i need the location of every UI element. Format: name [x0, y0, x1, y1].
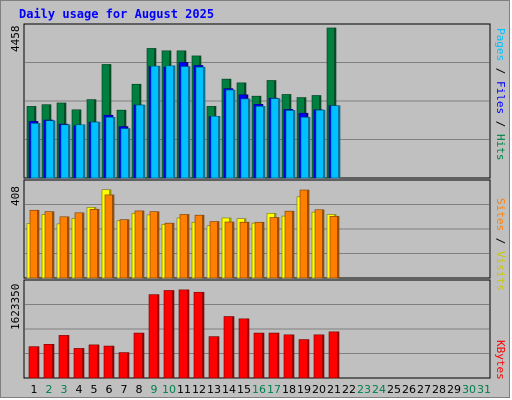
x-tick-label-day-28: 28 — [432, 383, 446, 396]
x-tick-label-day-26: 26 — [402, 383, 416, 396]
bar-pages-day-1-side — [38, 123, 40, 178]
x-tick-label-day-10: 10 — [162, 383, 176, 396]
bar-kbytes-day-5-side — [97, 344, 99, 378]
x-tick-label-day-2: 2 — [46, 383, 53, 396]
x-tick-label-day-30: 30 — [462, 383, 476, 396]
bar-pages-day-20-side — [323, 110, 325, 178]
bar-sites-day-10-side — [172, 223, 174, 278]
bar-kbytes-day-15-side — [247, 318, 249, 378]
bar-sites-day-1-side — [37, 210, 39, 278]
bar-kbytes-day-7-side — [127, 352, 129, 378]
x-tick-label-day-21: 21 — [327, 383, 341, 396]
bar-kbytes-day-12-side — [202, 292, 204, 378]
x-tick-label-day-25: 25 — [387, 383, 401, 396]
bar-pages-day-18-side — [293, 110, 295, 178]
bar-pages-day-16-side — [263, 106, 265, 178]
x-tick-label-day-22: 22 — [342, 383, 356, 396]
bar-kbytes-day-1-side — [37, 346, 39, 378]
bar-kbytes-day-20-side — [322, 334, 324, 378]
x-tick-label-day-7: 7 — [121, 383, 128, 396]
bar-sites-day-6-side — [112, 194, 114, 278]
bar-kbytes-day-17-side — [277, 333, 279, 378]
x-tick-label-day-1: 1 — [31, 383, 38, 396]
bar-kbytes-day-21-side — [337, 331, 339, 378]
x-tick-label-day-24: 24 — [372, 383, 386, 396]
bar-sites-day-21-side — [337, 216, 339, 278]
bar-sites-day-3-side — [67, 216, 69, 278]
bar-pages-day-10-side — [173, 65, 175, 178]
bar-pages-day-13-side — [218, 116, 220, 178]
x-tick-label-day-31: 31 — [477, 383, 491, 396]
bar-pages-day-9-side — [158, 66, 160, 178]
bar-kbytes-day-8-side — [142, 333, 144, 378]
bar-kbytes-day-18-side — [292, 334, 294, 378]
bar-sites-day-15-side — [247, 222, 249, 278]
bar-kbytes-day-9-side — [157, 294, 159, 378]
bar-pages-day-19-side — [308, 117, 310, 178]
x-tick-label-day-15: 15 — [237, 383, 251, 396]
x-tick-label-day-27: 27 — [417, 383, 431, 396]
bar-sites-day-18-side — [292, 211, 294, 278]
x-tick-label-day-12: 12 — [192, 383, 206, 396]
bar-pages-day-7-side — [128, 128, 130, 178]
bar-pages-day-3-side — [68, 124, 70, 178]
x-tick-label-day-4: 4 — [76, 383, 83, 396]
chart-title: Daily usage for August 2025 — [19, 7, 215, 21]
bar-kbytes-day-11-side — [187, 289, 189, 378]
x-tick-label-day-5: 5 — [91, 383, 98, 396]
x-tick-label-day-13: 13 — [207, 383, 221, 396]
x-tick-label-day-16: 16 — [252, 383, 266, 396]
x-tick-label-day-8: 8 — [136, 383, 143, 396]
bar-pages-day-15-side — [248, 98, 250, 178]
x-tick-label-day-20: 20 — [312, 383, 326, 396]
bar-pages-day-14-side — [233, 90, 235, 178]
bar-sites-day-8-side — [142, 210, 144, 278]
x-tick-label-day-29: 29 — [447, 383, 461, 396]
bar-pages-day-2-side — [53, 120, 55, 178]
bar-kbytes-day-3-side — [67, 335, 69, 378]
bar-sites-day-17-side — [277, 217, 279, 278]
x-tick-label-day-17: 17 — [267, 383, 281, 396]
bar-pages-day-8-side — [143, 105, 145, 178]
bar-sites-day-13-side — [217, 221, 219, 278]
bar-kbytes-day-4-side — [82, 348, 84, 378]
x-tick-label-day-23: 23 — [357, 383, 371, 396]
bar-sites-day-2-side — [52, 211, 54, 278]
x-tick-label-day-9: 9 — [151, 383, 158, 396]
bar-sites-day-12-side — [202, 215, 204, 278]
bar-pages-day-5-side — [98, 122, 100, 178]
bar-sites-day-19-side — [307, 190, 309, 278]
bar-sites-day-9-side — [157, 211, 159, 278]
bar-kbytes-day-2-side — [52, 344, 54, 378]
bar-hits-day-21-side — [334, 27, 336, 178]
x-tick-label-day-19: 19 — [297, 383, 311, 396]
bar-kbytes-day-10-side — [172, 290, 174, 378]
bar-pages-day-6-side — [113, 117, 115, 178]
x-tick-label-day-3: 3 — [61, 383, 68, 396]
bar-sites-day-16-side — [262, 222, 264, 278]
bar-sites-day-11-side — [187, 214, 189, 278]
bar-kbytes-day-14-side — [232, 316, 234, 378]
x-tick-label-day-14: 14 — [222, 383, 236, 396]
bar-sites-day-14-side — [232, 222, 234, 278]
bar-kbytes-day-13-side — [217, 336, 219, 378]
x-tick-label-day-6: 6 — [106, 383, 113, 396]
bar-pages-day-4-side — [83, 124, 85, 178]
bar-pages-day-21-side — [338, 105, 340, 178]
bar-kbytes-day-19-side — [307, 339, 309, 378]
bar-kbytes-day-16-side — [262, 333, 264, 378]
bar-sites-day-4-side — [82, 212, 84, 278]
bar-pages-day-11-side — [188, 66, 190, 178]
x-tick-label-day-18: 18 — [282, 383, 296, 396]
bar-pages-day-12-side — [203, 67, 205, 178]
x-tick-label-day-11: 11 — [177, 383, 191, 396]
bar-sites-day-7-side — [127, 219, 129, 278]
bar-kbytes-day-6-side — [112, 346, 114, 378]
bar-pages-day-17-side — [278, 98, 280, 178]
bar-sites-day-5-side — [97, 209, 99, 278]
bar-sites-day-20-side — [322, 209, 324, 278]
